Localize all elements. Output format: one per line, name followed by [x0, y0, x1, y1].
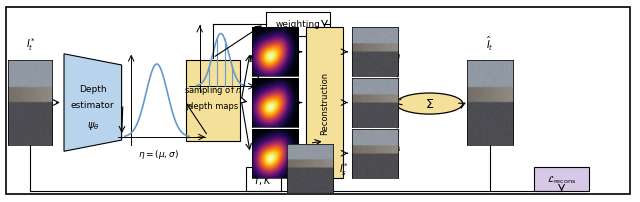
Text: sampling of $n$: sampling of $n$ [184, 83, 242, 96]
Text: estimator: estimator [71, 101, 115, 109]
Text: $T, K$: $T, K$ [253, 173, 273, 186]
Bar [186, 61, 240, 141]
Bar [306, 28, 343, 178]
Text: $\eta = (\mu, \sigma)$: $\eta = (\mu, \sigma)$ [138, 147, 179, 160]
Text: Reconstruction: Reconstruction [320, 72, 329, 134]
Text: $I_t^*$: $I_t^*$ [26, 36, 36, 53]
Text: $I_s^*$: $I_s^*$ [339, 160, 349, 177]
Bar [246, 168, 281, 191]
Text: Depth: Depth [79, 84, 107, 93]
Text: $\Sigma$: $\Sigma$ [425, 98, 434, 110]
Text: $\hat{I}_t$: $\hat{I}_t$ [486, 35, 494, 53]
Text: $\mathcal{L}_{\mathrm{recons}}$: $\mathcal{L}_{\mathrm{recons}}$ [547, 174, 576, 185]
Text: $\psi_\theta$: $\psi_\theta$ [86, 119, 99, 131]
Text: depth maps: depth maps [188, 102, 238, 110]
Text: weighting: weighting [275, 20, 320, 29]
Bar [266, 13, 330, 36]
Circle shape [396, 94, 463, 115]
Bar [534, 168, 589, 191]
Polygon shape [64, 55, 122, 152]
